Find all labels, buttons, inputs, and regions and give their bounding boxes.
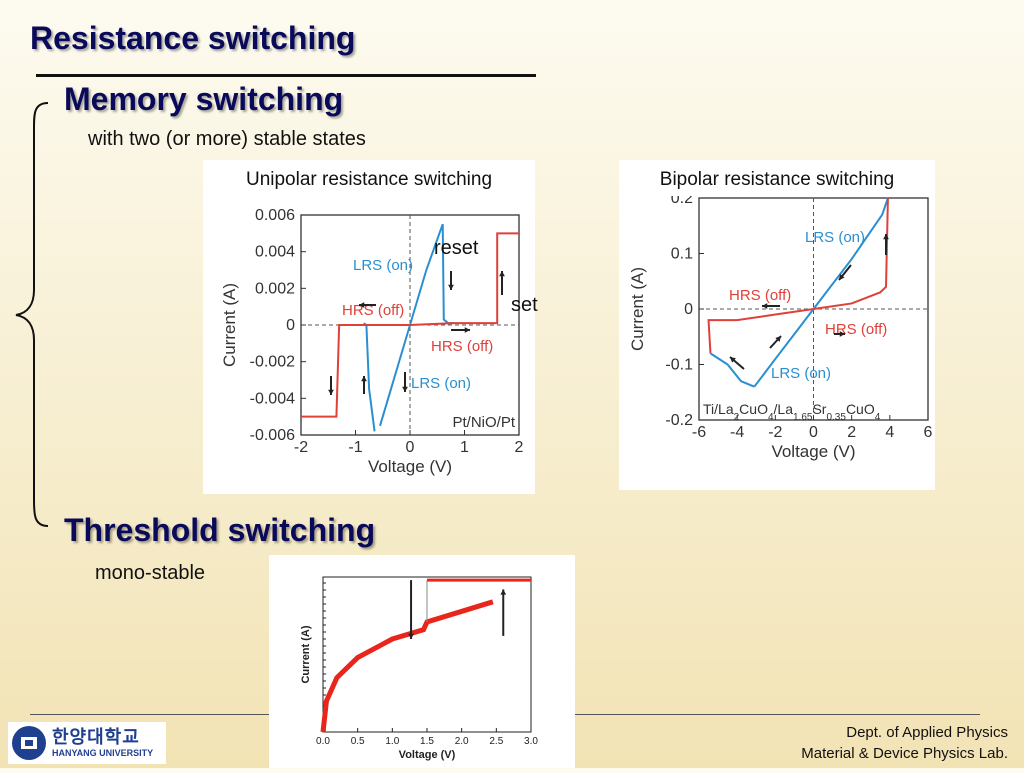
x-tick-label: 0 (809, 424, 818, 441)
x-tick-label: -1 (348, 439, 362, 456)
direction-arrow-head (328, 389, 334, 395)
x-tick-label: 1.5 (420, 736, 434, 747)
threshold-panel: 0.0 0.5 1.0 1.5 2.0 2.5 3.0 Voltage (V) Current … (269, 555, 575, 768)
y-tick-label: -0.004 (250, 390, 295, 407)
y-tick-label: 0.006 (255, 207, 295, 224)
sample-label: Pt/NiO/Pt (452, 414, 515, 431)
bipolar-chart: -6 -4 -2 0 2 4 6 0.2 0.1 0 -0.1 -0.2 Voltage (V) Curr… (628, 196, 933, 461)
footer-dept: Dept. of Applied Physics (846, 724, 1008, 741)
state-label: LRS (on) (771, 365, 831, 382)
x-tick-label: -2 (768, 424, 782, 441)
y-axis-label: Current (A) (220, 283, 239, 367)
y-tick-label: 0.2 (671, 196, 693, 207)
direction-arrow-head (359, 302, 365, 308)
y-tick-label: 0 (684, 301, 693, 318)
x-axis-label: Voltage (V) (771, 442, 855, 461)
x-tick-label: 4 (885, 424, 894, 441)
direction-arrow-head (499, 271, 505, 277)
y-tick-label: 0.1 (671, 246, 693, 263)
direction-arrow-head (464, 327, 470, 333)
threshold-chart: 0.0 0.5 1.0 1.5 2.0 2.5 3.0 Voltage (V) Current … (300, 576, 538, 761)
x-tick-label: 2.5 (489, 736, 503, 747)
logo-english-text: HANYANG UNIVERSITY (52, 748, 154, 758)
direction-arrow-head (839, 274, 845, 280)
series-line-0 (320, 599, 494, 733)
state-label: HRS (off) (729, 287, 791, 304)
direction-arrow-head (775, 336, 781, 342)
state-label: LRS (on) (411, 375, 471, 392)
set-annotation: set (511, 294, 538, 316)
x-tick-label: -6 (692, 424, 706, 441)
series-line-1 (363, 322, 376, 432)
y-tick-label: 0 (286, 317, 295, 334)
state-label: LRS (on) (353, 257, 413, 274)
direction-arrow-head (361, 376, 367, 382)
university-emblem-icon (12, 726, 46, 760)
series-line-0 (753, 197, 889, 388)
direction-arrow-up-head (500, 589, 507, 595)
x-axis-label: Voltage (V) (399, 749, 456, 761)
y-axis-label: Current (A) (300, 625, 312, 683)
x-axis-label: Voltage (V) (368, 457, 452, 476)
direction-arrow-head (402, 386, 408, 392)
x-tick-label: 0.5 (351, 736, 365, 747)
x-tick-label: 2 (515, 439, 524, 456)
slide-title: Resistance switching (30, 20, 356, 56)
title-underline (36, 74, 536, 77)
footer-lab: Material & Device Physics Lab. (801, 745, 1008, 762)
x-tick-label: 1.0 (385, 736, 399, 747)
unipolar-label: Unipolar resistance switching (245, 169, 493, 190)
unipolar-chart: -2 -1 0 1 2 0.006 0.004 0.002 0 -0.002 -0.004 -0.00… (220, 207, 524, 476)
direction-arrow-down-head (408, 633, 414, 639)
reset-annotation: reset (434, 237, 479, 259)
brace-icon (15, 102, 49, 527)
x-tick-label: 2.0 (455, 736, 469, 747)
direction-arrow-head (448, 284, 454, 290)
direction-arrow-head (839, 331, 845, 337)
y-tick-label: -0.2 (665, 412, 693, 429)
x-tick-label: 3.0 (524, 736, 538, 747)
y-tick-label: -0.002 (250, 354, 295, 371)
series-line-3 (709, 352, 755, 388)
x-tick-label: 1 (460, 439, 469, 456)
direction-arrow-head (883, 234, 889, 240)
x-tick-label: -2 (294, 439, 308, 456)
university-logo: 한양대학교 HANYANG UNIVERSITY (8, 722, 166, 764)
state-label: HRS (off) (825, 321, 887, 338)
unipolar-panel: Unipolar resistance switching -2 -1 0 1 2 0.0… (203, 160, 535, 494)
state-label: LRS (on) (805, 229, 865, 246)
bipolar-label: Bipolar resistance switching (659, 169, 895, 190)
sample-label: Ti/La2CuO4/La1.65Sr0.35CuO4 (703, 401, 881, 423)
series-line-3 (301, 324, 370, 418)
y-axis-label: Current (A) (628, 267, 647, 351)
y-tick-label: 0.002 (255, 280, 295, 297)
y-tick-label: -0.006 (250, 427, 295, 444)
y-tick-label: -0.1 (665, 357, 693, 374)
x-tick-label: 2 (847, 424, 856, 441)
bipolar-panel: Bipolar resistance switching -6 -4 -2 0 2 4 6 0… (619, 160, 935, 490)
memory-switching-subtitle: with two (or more) stable states (88, 128, 366, 150)
x-tick-label: 0 (406, 439, 415, 456)
direction-arrow-head (730, 357, 736, 363)
series-line-2 (707, 308, 814, 354)
threshold-switching-subtitle: mono-stable (95, 562, 206, 584)
direction-arrow-head (762, 303, 768, 309)
footer-credit: Dept. of Applied Physics Material & Devi… (801, 722, 1008, 764)
series-line-1 (813, 197, 889, 310)
series-line-2 (339, 232, 519, 326)
state-label: HRS (off) (342, 302, 404, 319)
logo-korean-text: 한양대학교 (52, 727, 140, 747)
state-label: HRS (off) (431, 338, 493, 355)
memory-switching-heading: Memory switching (64, 81, 344, 117)
x-tick-label: 6 (924, 424, 933, 441)
threshold-switching-heading: Threshold switching (64, 512, 376, 548)
y-tick-label: 0.004 (255, 244, 295, 261)
x-tick-label: -4 (730, 424, 744, 441)
x-tick-label: 0.0 (316, 736, 330, 747)
